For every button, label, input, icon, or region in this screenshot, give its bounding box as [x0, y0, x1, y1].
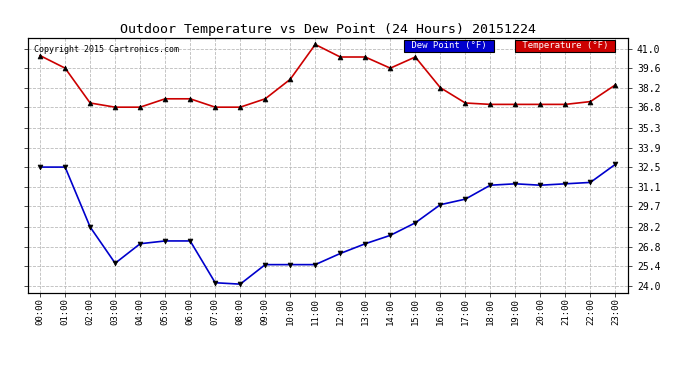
Text: Temperature (°F): Temperature (°F) [517, 41, 613, 50]
Title: Outdoor Temperature vs Dew Point (24 Hours) 20151224: Outdoor Temperature vs Dew Point (24 Hou… [120, 23, 535, 36]
Text: Copyright 2015 Cartronics.com: Copyright 2015 Cartronics.com [34, 45, 179, 54]
Text: Dew Point (°F): Dew Point (°F) [406, 41, 492, 50]
